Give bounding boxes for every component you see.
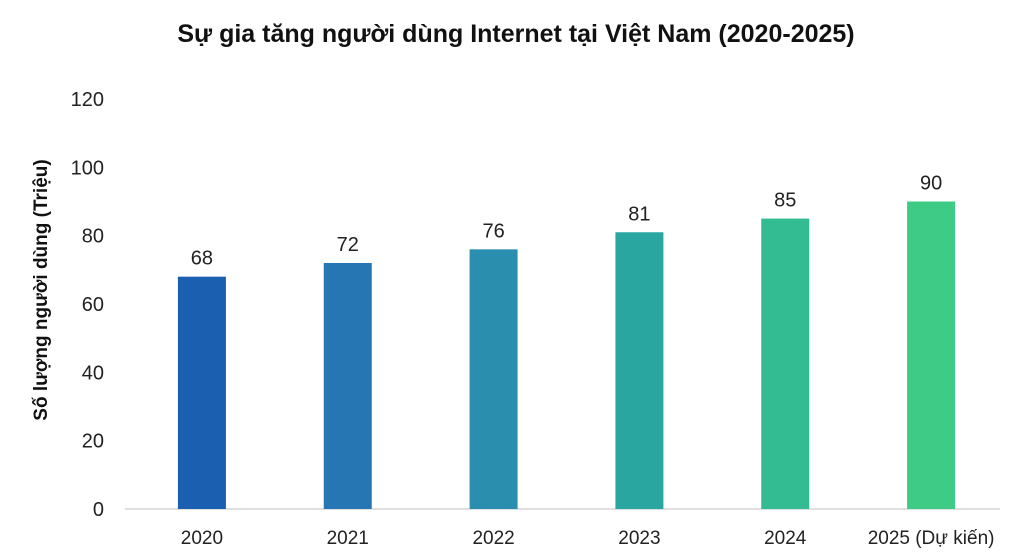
bar bbox=[761, 218, 810, 510]
data-label: 72 bbox=[337, 234, 359, 256]
y-tick-label: 40 bbox=[82, 362, 104, 384]
y-tick-label: 0 bbox=[93, 499, 104, 521]
bar bbox=[469, 249, 518, 510]
x-tick-label: 2022 bbox=[472, 528, 514, 549]
y-axis-label: Số lượng người dùng (Triệu) bbox=[31, 159, 52, 420]
y-axis-ticks: 0 20 40 60 80 100 120 bbox=[71, 89, 104, 521]
data-label: 90 bbox=[920, 173, 942, 195]
x-tick-label: 2021 bbox=[327, 528, 369, 549]
data-labels-group: 68 72 76 81 85 90 bbox=[191, 173, 942, 270]
chart-title: Sự gia tăng người dùng Internet tại Việt… bbox=[177, 20, 854, 48]
y-tick-label: 120 bbox=[71, 89, 104, 111]
bar bbox=[615, 232, 664, 509]
y-tick-label: 60 bbox=[82, 294, 104, 316]
y-tick-label: 80 bbox=[82, 226, 104, 248]
bars-group bbox=[177, 201, 956, 510]
x-axis-ticks: 2020 2021 2022 2023 2024 2025 (Dự kiến) bbox=[181, 528, 995, 549]
bar bbox=[323, 263, 372, 509]
data-label: 81 bbox=[628, 203, 650, 225]
bar bbox=[907, 201, 956, 509]
x-tick-label: 2020 bbox=[181, 528, 223, 549]
x-tick-label: 2025 (Dự kiến) bbox=[868, 528, 995, 549]
x-tick-label: 2023 bbox=[618, 528, 660, 549]
y-tick-label: 20 bbox=[82, 431, 104, 453]
data-label: 85 bbox=[774, 190, 796, 212]
data-label: 76 bbox=[482, 220, 504, 242]
y-tick-label: 100 bbox=[71, 157, 104, 179]
x-tick-label: 2024 bbox=[764, 528, 807, 549]
data-label: 68 bbox=[191, 248, 213, 270]
bar bbox=[177, 276, 226, 509]
